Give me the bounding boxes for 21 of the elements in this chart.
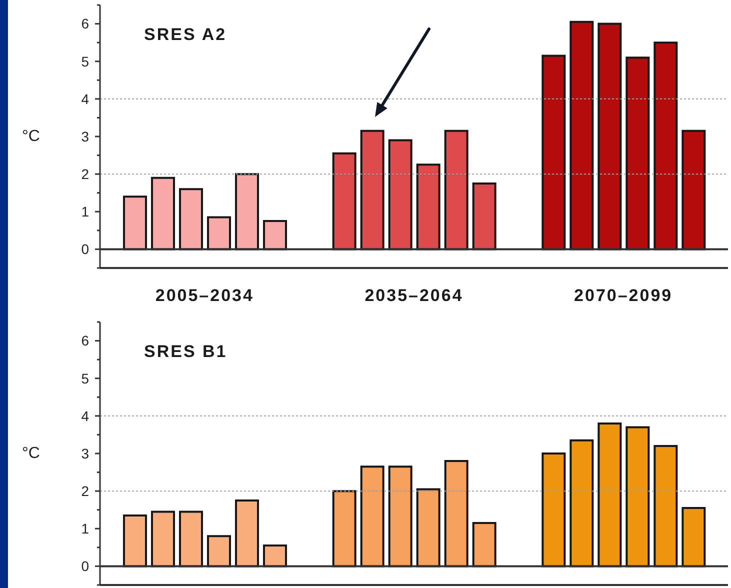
y-tick-label: 0 xyxy=(81,241,90,258)
y-tick-label: 3 xyxy=(81,128,90,144)
y-tick-label: 4 xyxy=(81,408,90,424)
x-tick-label: 2005–2034 xyxy=(155,286,254,306)
y-tick-label: 3 xyxy=(81,445,90,462)
y-tick-label: 6 xyxy=(81,332,90,349)
y-tick-label: 1 xyxy=(81,520,90,537)
text: SRES A2 xyxy=(144,25,227,45)
y-tick-label: 5 xyxy=(81,370,90,386)
y-tick-label: 5 xyxy=(81,53,90,70)
y-tick-label: 4 xyxy=(81,90,90,107)
x-tick-label: 2070–2099 xyxy=(574,286,673,306)
y-tick-label: 1 xyxy=(81,204,90,220)
y-tick-label: 2 xyxy=(81,166,90,182)
y-axis-title: °C xyxy=(22,444,40,464)
text: SRES B1 xyxy=(144,342,228,362)
x-tick-label: 2035–2064 xyxy=(364,286,464,306)
y-axis-title: °C xyxy=(22,126,40,146)
y-tick-label: 6 xyxy=(81,16,90,32)
y-tick-label: 2 xyxy=(81,482,90,499)
y-tick-label: 0 xyxy=(81,558,90,574)
